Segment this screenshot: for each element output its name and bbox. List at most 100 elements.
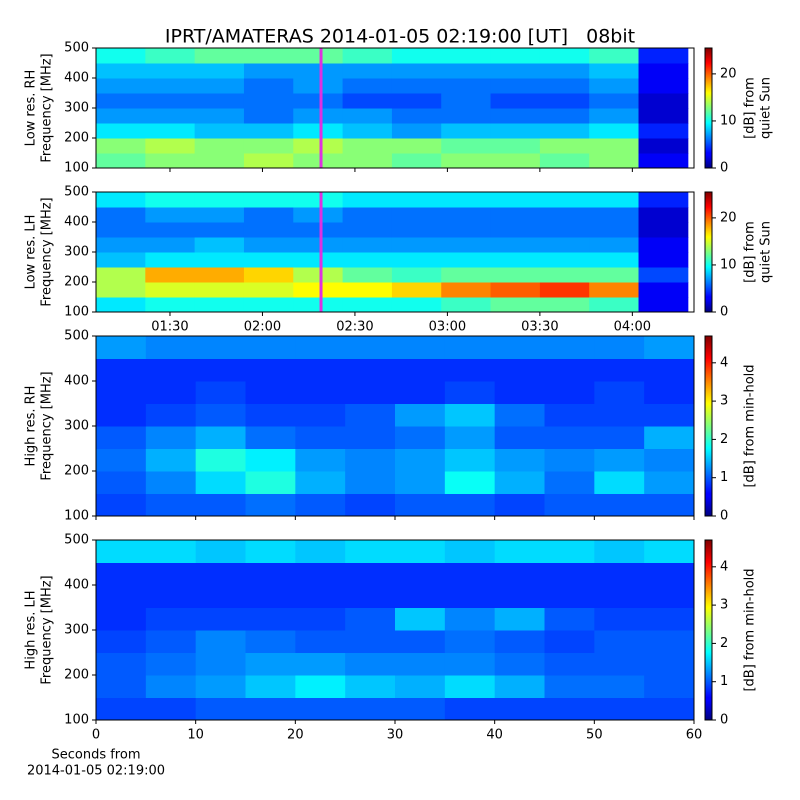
heatmap-cell <box>638 48 689 64</box>
heatmap-cell <box>345 675 396 698</box>
heatmap-cell <box>395 652 446 676</box>
heatmap-cell <box>589 63 640 79</box>
heatmap-cell <box>145 48 196 64</box>
heatmap-cell <box>644 675 695 698</box>
heatmap-cell <box>638 222 689 238</box>
heatmap-cell <box>243 252 294 268</box>
heatmap-cell <box>494 630 545 653</box>
heatmap-cell <box>638 123 689 139</box>
heatmap-cell <box>544 336 595 359</box>
heatmap-cell <box>96 222 146 238</box>
heatmap-cell <box>444 448 496 472</box>
heatmap-cell <box>589 48 640 64</box>
heatmap-cell <box>145 381 197 404</box>
heatmap-cell <box>145 282 196 298</box>
heatmap-cell <box>490 222 541 238</box>
heatmap-cell <box>245 403 296 427</box>
heatmap-cell <box>395 381 446 404</box>
y-axis-label: Frequency [MHz] <box>40 53 55 162</box>
heatmap-cell <box>589 123 640 139</box>
y-tick-label: 400 <box>64 578 89 593</box>
heatmap-cell <box>391 48 442 64</box>
heatmap-cell <box>441 252 492 268</box>
heatmap-cell <box>544 471 595 494</box>
heatmap-cell <box>441 267 492 283</box>
heatmap-cell <box>589 282 640 298</box>
y-axis-label: High res. LH <box>24 590 39 669</box>
heatmap-cell <box>594 697 645 721</box>
heatmap-cell <box>594 607 645 631</box>
heatmap-cell <box>245 540 296 563</box>
heatmap-cell <box>391 207 442 223</box>
y-axis-label: High res. RH <box>24 386 39 467</box>
colorbar-label: quiet Sun <box>759 221 774 283</box>
heatmap-cell <box>494 403 545 427</box>
heatmap-cell <box>295 493 346 517</box>
heatmap-cell <box>342 282 393 298</box>
heatmap-cell <box>295 630 346 653</box>
heatmap-cell <box>594 675 645 698</box>
heatmap-cell <box>345 381 396 404</box>
heatmap-cell <box>490 93 541 109</box>
colorbar-label: [dB] from <box>743 77 758 139</box>
x-tick-label: 10 <box>187 728 204 743</box>
heatmap-cell <box>145 237 196 253</box>
x-tick-label: 30 <box>387 728 404 743</box>
heatmap-cell <box>243 267 294 283</box>
heatmap-cell <box>345 630 396 653</box>
heatmap-cell <box>194 48 245 64</box>
heatmap-cell <box>638 252 689 268</box>
heatmap-cell <box>544 652 595 676</box>
y-tick-label: 300 <box>64 101 89 116</box>
heatmap-cell <box>245 562 296 586</box>
heatmap-cell <box>444 358 496 382</box>
heatmap-cell <box>391 93 442 109</box>
heatmap-cell <box>194 297 245 313</box>
heatmap-cell <box>245 381 296 404</box>
heatmap-cell <box>444 585 496 608</box>
colorbar-tick-label: 20 <box>720 210 737 225</box>
heatmap-cell <box>544 426 595 449</box>
colorbar-tick-label: 3 <box>720 598 728 613</box>
heatmap-cell <box>644 630 695 653</box>
heatmap-cell <box>539 237 590 253</box>
heatmap-cell <box>638 93 689 109</box>
colorbar-tick-label: 0 <box>720 509 728 524</box>
heatmap-cell <box>293 153 344 169</box>
y-tick-label: 200 <box>64 464 89 479</box>
colorbar-tick-label: 4 <box>720 559 728 574</box>
heatmap-cell <box>245 697 296 721</box>
heatmap-cell <box>96 403 147 427</box>
heatmap-cell <box>145 252 196 268</box>
heatmap-cell <box>342 123 393 139</box>
heatmap-cell <box>245 426 296 449</box>
heatmap-cell <box>96 63 146 79</box>
heatmap-cell <box>96 540 147 563</box>
heatmap-cell <box>494 471 545 494</box>
heatmap-cell <box>195 471 246 494</box>
heatmap-cell <box>145 123 196 139</box>
colorbar-tick-label: 10 <box>720 257 737 272</box>
heatmap-cell <box>345 448 396 472</box>
heatmap-cell <box>96 108 146 124</box>
heatmap-cell <box>644 358 695 382</box>
heatmap-cell <box>245 448 296 472</box>
heatmap-cell <box>195 336 246 359</box>
heatmap-cell <box>295 426 346 449</box>
heatmap-cell <box>539 192 590 208</box>
y-axis-label: Low res. RH <box>24 70 39 147</box>
heatmap-cell <box>444 607 496 631</box>
y-tick-label: 100 <box>64 161 89 176</box>
heatmap-cell <box>342 108 393 124</box>
heatmap-cell <box>96 267 146 283</box>
heatmap-cell <box>194 108 245 124</box>
heatmap-cell <box>96 562 147 586</box>
heatmap-cell <box>145 426 197 449</box>
heatmap-cell <box>345 336 396 359</box>
x-tick-label: 04:00 <box>614 320 651 335</box>
heatmap-cell <box>444 403 496 427</box>
heatmap-cell <box>638 153 689 169</box>
colorbar <box>704 191 713 313</box>
heatmap-cell <box>243 192 294 208</box>
heatmap-cell <box>441 108 492 124</box>
